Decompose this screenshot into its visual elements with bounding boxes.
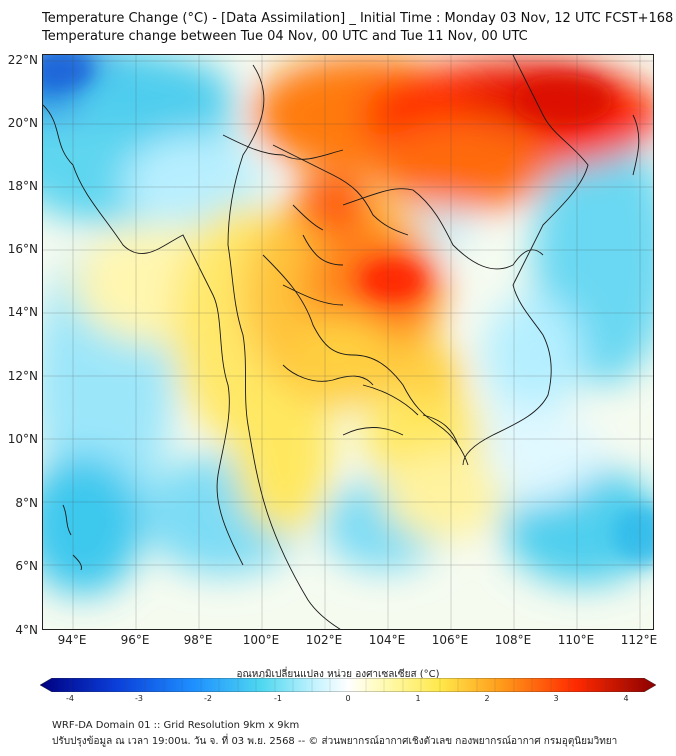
temperature-change-map bbox=[42, 54, 654, 630]
lon-tick-112: 112°E bbox=[620, 633, 658, 647]
lon-tick-102: 102°E bbox=[305, 633, 343, 647]
colorbar-label-0: 0 bbox=[345, 694, 351, 703]
colorbar-label-2: 2 bbox=[484, 694, 490, 703]
colorbar bbox=[40, 678, 656, 692]
colorbar-label-1: 1 bbox=[415, 694, 421, 703]
lat-tick-18: 18°N bbox=[7, 179, 38, 193]
colorbar-label-3: 3 bbox=[553, 694, 559, 703]
lat-tick-14: 14°N bbox=[7, 305, 38, 319]
colorbar-segments bbox=[70, 678, 626, 692]
lat-tick-8: 8°N bbox=[15, 496, 38, 510]
colorbar-label-neg3: -3 bbox=[135, 694, 143, 703]
lat-tick-20: 20°N bbox=[7, 116, 38, 130]
colorbar-label-neg4: -4 bbox=[66, 694, 74, 703]
lon-tick-96: 96°E bbox=[120, 633, 150, 647]
lon-tick-94: 94°E bbox=[57, 633, 87, 647]
temperature-field-detail bbox=[43, 55, 653, 565]
map-title-line1: Temperature Change (°C) - [Data Assimila… bbox=[42, 11, 674, 26]
colorbar-label-neg2: -2 bbox=[204, 694, 212, 703]
lon-tick-108: 108°E bbox=[494, 633, 532, 647]
lon-tick-110: 110°E bbox=[557, 633, 595, 647]
graticule bbox=[43, 55, 653, 629]
lat-tick-4: 4°N bbox=[15, 623, 38, 637]
lat-tick-6: 6°N bbox=[15, 559, 38, 573]
lon-tick-100: 100°E bbox=[242, 633, 280, 647]
colorbar-title: อุณหภูมิเปลี่ยนแปลง หน่วย องศาเซลเซียส (… bbox=[236, 669, 440, 680]
coastlines-and-borders bbox=[43, 55, 640, 629]
lat-tick-10: 10°N bbox=[7, 432, 38, 446]
lat-tick-22: 22°N bbox=[7, 53, 38, 67]
lon-tick-104: 104°E bbox=[368, 633, 406, 647]
colorbar-gradient bbox=[40, 678, 656, 692]
map-canvas bbox=[43, 55, 653, 629]
lat-tick-12: 12°N bbox=[7, 369, 38, 383]
footer-update-credit: ปรับปรุงข้อมูล ณ เวลา 19:00น. วัน จ. ที่… bbox=[52, 736, 618, 747]
lon-tick-106: 106°E bbox=[431, 633, 469, 647]
colorbar-label-neg1: -1 bbox=[274, 694, 282, 703]
map-title-line2: Temperature change between Tue 04 Nov, 0… bbox=[42, 29, 528, 44]
colorbar-label-4: 4 bbox=[623, 694, 629, 703]
lon-tick-98: 98°E bbox=[183, 633, 213, 647]
lat-tick-16: 16°N bbox=[7, 242, 38, 256]
footer-model-info: WRF-DA Domain 01 :: Grid Resolution 9km … bbox=[52, 720, 300, 731]
temperature-field bbox=[43, 55, 653, 595]
